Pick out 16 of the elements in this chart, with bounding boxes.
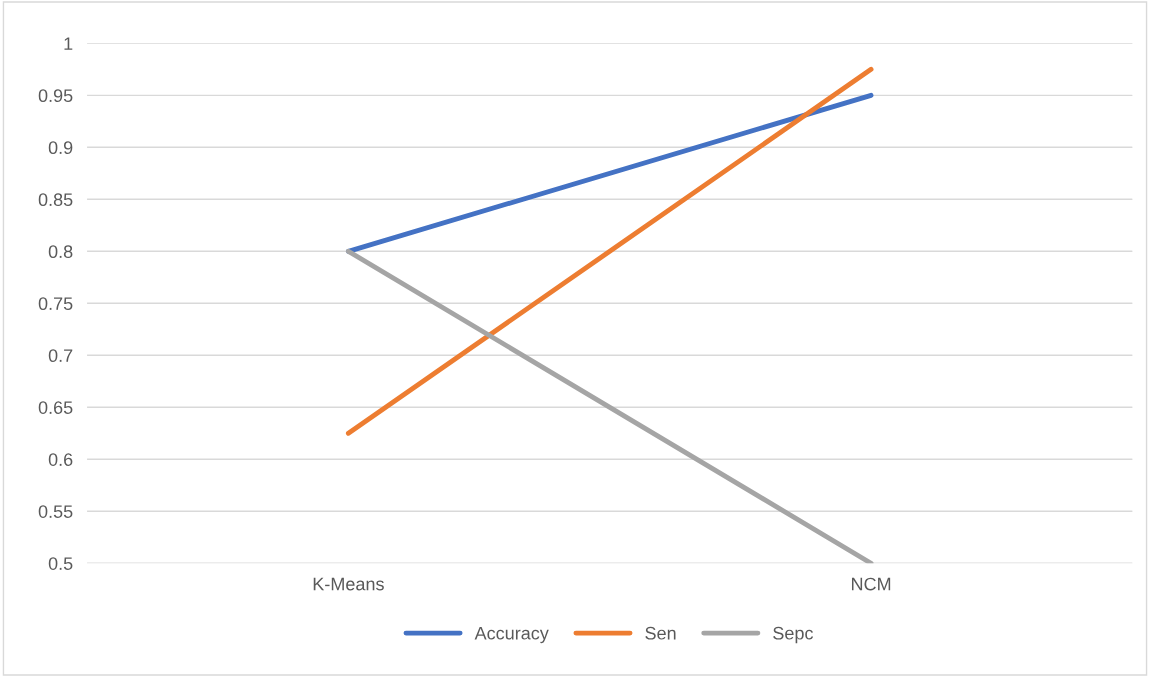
legend-label: Sen (645, 626, 676, 640)
legend-label: Accuracy (474, 626, 549, 644)
x-tick-label: K-Means (313, 577, 384, 591)
y-tick-label: 0.55 (38, 505, 73, 518)
y-tick-label: 0.95 (38, 89, 73, 103)
y-tick-label: 0.9 (48, 141, 73, 155)
y-tick-label: 1 (64, 37, 73, 50)
y-tick-label: 0.65 (38, 401, 73, 414)
y-tick-label: 0.75 (38, 297, 73, 311)
x-tick-label: NCM (851, 577, 891, 591)
y-tick-label: 0.5 (48, 557, 73, 570)
y-tick-label: 0.6 (48, 453, 73, 466)
legend-label: Sepc (773, 626, 814, 644)
y-tick-label: 0.7 (48, 349, 73, 363)
y-tick-label: 0.85 (38, 193, 73, 207)
y-tick-label: 0.8 (48, 245, 73, 259)
